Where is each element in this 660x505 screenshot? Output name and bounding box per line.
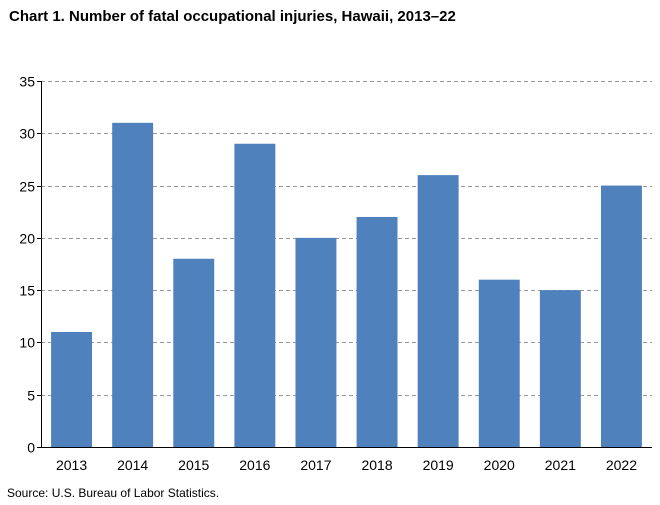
bar-2018 bbox=[356, 216, 398, 447]
bar-2019 bbox=[417, 175, 459, 447]
x-tick-label-2020: 2020 bbox=[484, 457, 515, 473]
chart-title: Chart 1. Number of fatal occupational in… bbox=[9, 8, 456, 25]
source-note: Source: U.S. Bureau of Labor Statistics. bbox=[7, 486, 220, 500]
x-tick-label-2018: 2018 bbox=[361, 457, 392, 473]
x-tick-label-2014: 2014 bbox=[117, 457, 148, 473]
y-tick-label-5: 5 bbox=[27, 388, 35, 404]
bar-2017 bbox=[295, 237, 337, 447]
x-tick-labels: 2013 2014 2015 2016 2017 2018 2019 2020 2021 2022 bbox=[56, 457, 637, 473]
x-tick-label-2016: 2016 bbox=[239, 457, 270, 473]
y-tick-label-10: 10 bbox=[19, 335, 35, 351]
bar-2021 bbox=[539, 290, 581, 447]
x-tick-label-2017: 2017 bbox=[300, 457, 331, 473]
bar-2022 bbox=[600, 185, 642, 448]
bars bbox=[51, 122, 642, 448]
y-tick-label-25: 25 bbox=[19, 179, 35, 195]
axes bbox=[37, 81, 652, 448]
y-tick-label-15: 15 bbox=[19, 283, 35, 299]
y-tick-labels: 0 5 10 15 20 25 30 35 bbox=[19, 74, 35, 456]
bar-2020 bbox=[478, 279, 520, 447]
bar-2013 bbox=[51, 331, 93, 447]
x-tick-label-2022: 2022 bbox=[606, 457, 637, 473]
x-tick-label-2013: 2013 bbox=[56, 457, 87, 473]
x-tick-label-2015: 2015 bbox=[178, 457, 209, 473]
y-tick-label-35: 35 bbox=[19, 74, 35, 90]
bar-2015 bbox=[173, 258, 215, 447]
y-tick-label-20: 20 bbox=[19, 231, 35, 247]
x-tick-label-2019: 2019 bbox=[423, 457, 454, 473]
y-tick-label-30: 30 bbox=[19, 126, 35, 142]
bar-2014 bbox=[112, 122, 154, 447]
bar-2016 bbox=[234, 143, 276, 447]
x-tick-label-2021: 2021 bbox=[545, 457, 576, 473]
y-tick-label-0: 0 bbox=[27, 440, 35, 456]
